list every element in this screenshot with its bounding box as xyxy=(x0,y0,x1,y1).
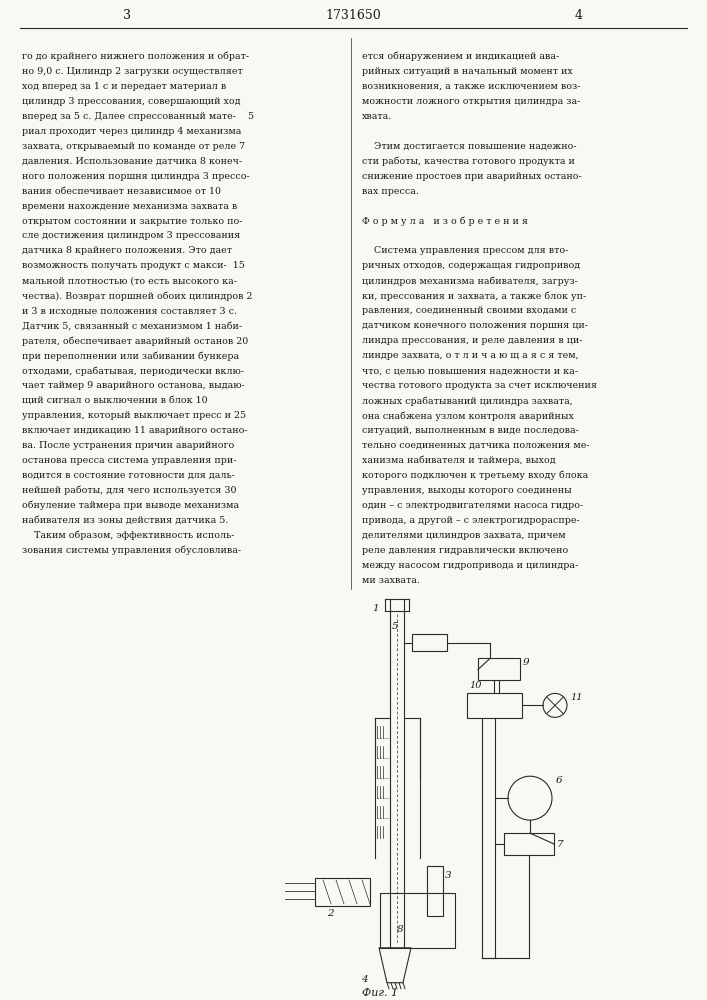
Bar xyxy=(467,693,522,718)
Text: обнуление таймера при выводе механизма: обнуление таймера при выводе механизма xyxy=(22,501,239,510)
Text: ситуаций, выполненным в виде последова-: ситуаций, выполненным в виде последова- xyxy=(362,426,579,435)
Text: между насосом гидропривода и цилиндра-: между насосом гидропривода и цилиндра- xyxy=(362,561,578,570)
Text: линдре захвата, о т л и ч а ю щ а я с я тем,: линдре захвата, о т л и ч а ю щ а я с я … xyxy=(362,351,578,360)
Text: но 9,0 с. Цилиндр 2 загрузки осуществляет: но 9,0 с. Цилиндр 2 загрузки осуществляе… xyxy=(22,67,243,76)
Text: ки, прессования и захвата, а также блок уп-: ки, прессования и захвата, а также блок … xyxy=(362,291,586,301)
Text: датчика 8 крайнего положения. Это дает: датчика 8 крайнего положения. Это дает xyxy=(22,246,232,255)
Text: набивателя из зоны действия датчика 5.: набивателя из зоны действия датчика 5. xyxy=(22,516,228,525)
Text: отходами, срабатывая, периодически вклю-: отходами, срабатывая, периодически вклю- xyxy=(22,366,244,376)
Text: 11: 11 xyxy=(570,693,583,702)
Text: зования системы управления обусловлива-: зования системы управления обусловлива- xyxy=(22,546,241,555)
Text: ричных отходов, содержащая гидропривод: ричных отходов, содержащая гидропривод xyxy=(362,261,580,270)
Text: управления, который выключает пресс и 25: управления, который выключает пресс и 25 xyxy=(22,411,246,420)
Text: времени нахождение механизма захвата в: времени нахождение механизма захвата в xyxy=(22,202,238,211)
Text: она снабжена узлом контроля аварийных: она снабжена узлом контроля аварийных xyxy=(362,411,574,421)
Text: вперед за 5 с. Далее спрессованный мате-    5: вперед за 5 с. Далее спрессованный мате-… xyxy=(22,112,254,121)
Text: 10: 10 xyxy=(469,681,481,690)
Text: равления, соединенный своими входами с: равления, соединенный своими входами с xyxy=(362,306,576,315)
Text: можности ложного открытия цилиндра за-: можности ложного открытия цилиндра за- xyxy=(362,97,580,106)
Text: при переполнении или забивании бункера: при переполнении или забивании бункера xyxy=(22,351,239,361)
Text: хвата.: хвата. xyxy=(362,112,392,121)
Text: рателя, обеспечивает аварийный останов 20: рателя, обеспечивает аварийный останов 2… xyxy=(22,336,248,346)
Text: Этим достигается повышение надежно-: Этим достигается повышение надежно- xyxy=(362,142,577,151)
Text: возникновения, а также исключением воз-: возникновения, а также исключением воз- xyxy=(362,82,580,91)
Text: Система управления прессом для вто-: Система управления прессом для вто- xyxy=(362,246,568,255)
Text: 1731650: 1731650 xyxy=(325,9,381,22)
Text: цилиндров механизма набивателя, загруз-: цилиндров механизма набивателя, загруз- xyxy=(362,276,578,286)
Text: го до крайнего нижнего положения и обрат-: го до крайнего нижнего положения и обрат… xyxy=(22,52,249,61)
Bar xyxy=(504,833,554,855)
Text: сле достижения цилиндром 3 прессования: сле достижения цилиндром 3 прессования xyxy=(22,231,240,240)
Text: цилиндр 3 прессования, совершающий ход: цилиндр 3 прессования, совершающий ход xyxy=(22,97,240,106)
Text: Ф о р м у л а   и з о б р е т е н и я: Ф о р м у л а и з о б р е т е н и я xyxy=(362,217,528,226)
Text: 3: 3 xyxy=(445,871,452,880)
Text: щий сигнал о выключении в блок 10: щий сигнал о выключении в блок 10 xyxy=(22,396,208,405)
Text: 7: 7 xyxy=(557,840,563,849)
Text: снижение простоев при аварийных остано-: снижение простоев при аварийных остано- xyxy=(362,172,582,181)
Text: чества готового продукта за счет исключения: чества готового продукта за счет исключе… xyxy=(362,381,597,390)
Text: 4: 4 xyxy=(575,9,583,22)
Text: водится в состояние готовности для даль-: водится в состояние готовности для даль- xyxy=(22,471,235,480)
Text: 5: 5 xyxy=(392,622,399,631)
Text: риал проходит через цилиндр 4 механизма: риал проходит через цилиндр 4 механизма xyxy=(22,127,241,136)
Text: 1: 1 xyxy=(372,604,379,613)
Text: останова пресса система управления при-: останова пресса система управления при- xyxy=(22,456,237,465)
Text: вания обеспечивает независимое от 10: вания обеспечивает независимое от 10 xyxy=(22,187,221,196)
Text: 3: 3 xyxy=(123,9,131,22)
Text: Фиг. 1: Фиг. 1 xyxy=(362,988,398,998)
Text: 6: 6 xyxy=(556,776,563,785)
Text: делителями цилиндров захвата, причем: делителями цилиндров захвата, причем xyxy=(362,531,566,540)
Text: захвата, открываемый по команде от реле 7: захвата, открываемый по команде от реле … xyxy=(22,142,245,151)
Text: ется обнаружением и индикацией ава-: ется обнаружением и индикацией ава- xyxy=(362,52,559,61)
Text: тельно соединенных датчика положения ме-: тельно соединенных датчика положения ме- xyxy=(362,441,590,450)
Text: привода, а другой – с электрогидрораспре-: привода, а другой – с электрогидрораспре… xyxy=(362,516,580,525)
Text: линдра прессования, и реле давления в ци-: линдра прессования, и реле давления в ци… xyxy=(362,336,583,345)
Bar xyxy=(315,878,370,906)
Text: ханизма набивателя и таймера, выход: ханизма набивателя и таймера, выход xyxy=(362,456,556,465)
Text: мальной плотностью (то есть высокого ка-: мальной плотностью (то есть высокого ка- xyxy=(22,276,237,285)
Text: 2: 2 xyxy=(327,909,333,918)
Text: открытом состоянии и закрытие только по-: открытом состоянии и закрытие только по- xyxy=(22,217,243,226)
Text: 8: 8 xyxy=(397,925,403,934)
Text: датчиком конечного положения поршня ци-: датчиком конечного положения поршня ци- xyxy=(362,321,588,330)
Text: 9: 9 xyxy=(523,658,530,667)
Text: сти работы, качества готового продукта и: сти работы, качества готового продукта и xyxy=(362,157,575,166)
Text: возможность получать продукт с макси-  15: возможность получать продукт с макси- 15 xyxy=(22,261,245,270)
Bar xyxy=(412,634,447,651)
Text: чества). Возврат поршней обоих цилиндров 2: чества). Возврат поршней обоих цилиндров… xyxy=(22,291,252,301)
Text: реле давления гидравлически включено: реле давления гидравлически включено xyxy=(362,546,568,555)
Text: управления, выходы которого соединены: управления, выходы которого соединены xyxy=(362,486,572,495)
Text: рийных ситуаций в начальный момент их: рийных ситуаций в начальный момент их xyxy=(362,67,573,76)
Bar xyxy=(478,658,520,680)
Text: ва. После устранения причин аварийного: ва. После устранения причин аварийного xyxy=(22,441,234,450)
Text: ми захвата.: ми захвата. xyxy=(362,576,420,585)
Text: включает индикацию 11 аварийного остано-: включает индикацию 11 аварийного остано- xyxy=(22,426,247,435)
Text: и 3 в исходные положения составляет 3 с.: и 3 в исходные положения составляет 3 с. xyxy=(22,306,237,315)
Text: ход вперед за 1 с и передает материал в: ход вперед за 1 с и передает материал в xyxy=(22,82,226,91)
Text: что, с целью повышения надежности и ка-: что, с целью повышения надежности и ка- xyxy=(362,366,578,375)
Text: давления. Использование датчика 8 конеч-: давления. Использование датчика 8 конеч- xyxy=(22,157,242,166)
Text: Таким образом, эффективность исполь-: Таким образом, эффективность исполь- xyxy=(22,531,235,540)
Bar xyxy=(427,866,443,916)
Text: ложных срабатываний цилиндра захвата,: ложных срабатываний цилиндра захвата, xyxy=(362,396,573,406)
Text: ного положения поршня цилиндра 3 прессо-: ного положения поршня цилиндра 3 прессо- xyxy=(22,172,250,181)
Text: нейшей работы, для чего используется 30: нейшей работы, для чего используется 30 xyxy=(22,486,237,495)
Text: которого подключен к третьему входу блока: которого подключен к третьему входу блок… xyxy=(362,471,588,480)
Text: чает таймер 9 аварийного останова, выдаю-: чает таймер 9 аварийного останова, выдаю… xyxy=(22,381,245,390)
Text: 4: 4 xyxy=(361,975,368,984)
Text: Датчик 5, связанный с механизмом 1 наби-: Датчик 5, связанный с механизмом 1 наби- xyxy=(22,321,242,330)
Text: вах пресса.: вах пресса. xyxy=(362,187,419,196)
Bar xyxy=(380,893,455,948)
Text: один – с электродвигателями насоса гидро-: один – с электродвигателями насоса гидро… xyxy=(362,501,583,510)
